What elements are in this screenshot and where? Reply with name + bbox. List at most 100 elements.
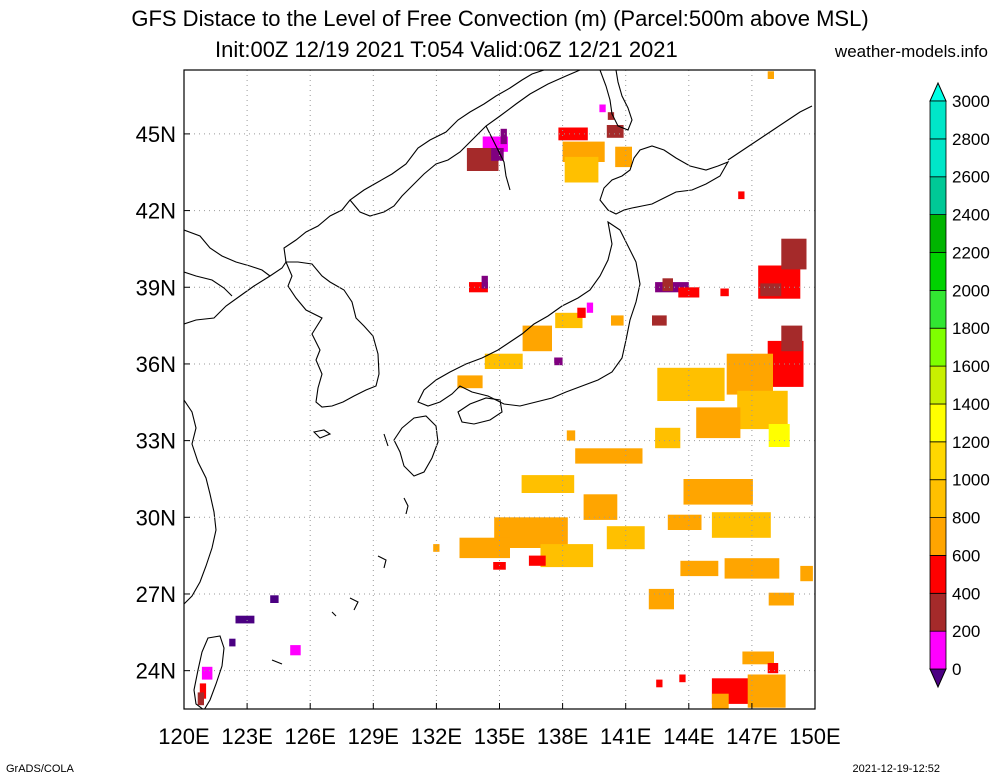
coast-china-south [184,399,217,605]
colorbar-swatch [929,138,947,178]
lfc-patch [566,430,576,441]
colorbar-swatch [929,441,947,481]
lfc-patch [459,537,510,559]
coast-ryukyu-5 [271,659,283,665]
lfc-patch [466,148,499,171]
colorbar-swatch [929,214,947,253]
coast-ryukyu-2 [377,555,387,569]
lfc-patch [611,315,624,326]
lfc-patch [767,663,779,674]
map-subtitle: Init:00Z 12/19 2021 T:054 Valid:06Z 12/2… [215,37,678,62]
lat-label: 24N [136,659,176,684]
lon-label: 129E [348,724,399,749]
colorbar-label: 3000 [952,92,990,111]
lfc-patch [781,325,803,352]
colorbar-label: 2000 [952,281,990,300]
coast-hokkaido [599,145,730,215]
colorbar-swatch [929,517,947,556]
lat-label: 33N [136,429,176,454]
lfc-patch [500,128,507,145]
colorbar-label: 1000 [952,471,990,490]
coast-liaodong [184,229,271,277]
lfc-patch [229,638,236,647]
colorbar-label: 800 [952,509,980,528]
lfc-patch [201,666,213,680]
coast-ryukyu-4 [331,611,337,617]
lfc-patch [270,595,279,603]
lfc-patch [528,555,546,566]
lfc-patch [679,674,686,683]
colorbar-swatch [929,327,947,367]
coast-jeju [312,429,332,439]
colorbar-swatch [929,479,947,519]
lfc-patch [457,375,483,389]
lfc-patch [197,692,204,706]
lfc-patch [586,302,594,313]
lfc-patch [680,560,719,577]
lfc-patch [555,312,583,329]
colorbar-upper-triangle [929,81,947,102]
lfc-patch [655,427,681,449]
coast-ryukyu-1 [403,497,409,515]
lfc-patch [738,191,745,200]
colorbar-swatch [929,100,947,140]
lon-label: 135E [474,724,525,749]
lfc-patch [678,287,700,298]
colorbar-label: 600 [952,546,980,565]
lfc-patch [554,357,563,366]
lat-label: 45N [136,122,176,147]
lfc-patch [564,156,599,183]
coast-bohai [184,271,233,297]
colorbar-label: 2800 [952,130,990,149]
coast-tsushima [383,433,389,447]
lat-label: 36N [136,352,176,377]
longitude-labels: 120E 123E 126E 129E 132E 135E 138E 141E 144E 147E… [158,724,840,749]
lfc-patch [737,390,788,430]
lfc-patch [433,544,440,552]
lfc-patch [760,283,782,297]
lfc-patch [491,148,504,161]
lfc-patch [800,565,813,582]
lfc-patch [469,282,488,293]
colorbar-swatch [929,403,947,443]
lfc-patch [606,526,645,550]
lfc-patch [607,112,615,120]
lfc-patch [481,275,488,289]
lon-label: 126E [285,724,336,749]
coast-kurils [727,105,813,161]
colorbar-label: 1400 [952,395,990,414]
colorbar-label: 1800 [952,319,990,338]
lfc-patch [724,558,780,579]
colorbar-label: 400 [952,584,980,603]
colorbar-swatch [929,630,947,670]
coast-mainland [184,70,545,325]
lfc-patch [657,367,725,401]
axis-ticks [183,133,816,709]
lfc-patch [711,693,729,709]
footer-grads: GrADS/COLA [6,763,74,775]
latitude-labels: 45N 42N 39N 36N 33N 30N 27N 24N [136,122,176,684]
coast-shikoku [457,397,503,425]
lfc-patch [747,674,786,708]
coast-tartary [485,125,511,191]
coast-primorye [349,70,581,217]
map-title: GFS Distace to the Level of Free Convect… [131,6,869,31]
coast-taiwan [193,635,225,709]
lon-label: 150E [789,724,840,749]
lfc-patch [484,353,523,369]
lfc-patch [656,679,663,688]
lfc-patch [199,683,207,699]
lfc-patch [662,278,673,292]
lat-label: 30N [136,505,176,530]
lfc-patch [667,514,702,530]
lfc-patch [742,651,774,665]
lat-label: 27N [136,582,176,607]
coast-ryukyu-3 [349,597,359,611]
coast-korea [285,261,380,408]
lfc-patch [583,494,618,520]
colorbar-swatch [929,176,947,215]
colorbar-label: 0 [952,660,961,679]
site-credit: weather-models.info [834,42,988,61]
lfc-patch [720,288,729,297]
lfc-patch [768,592,794,606]
